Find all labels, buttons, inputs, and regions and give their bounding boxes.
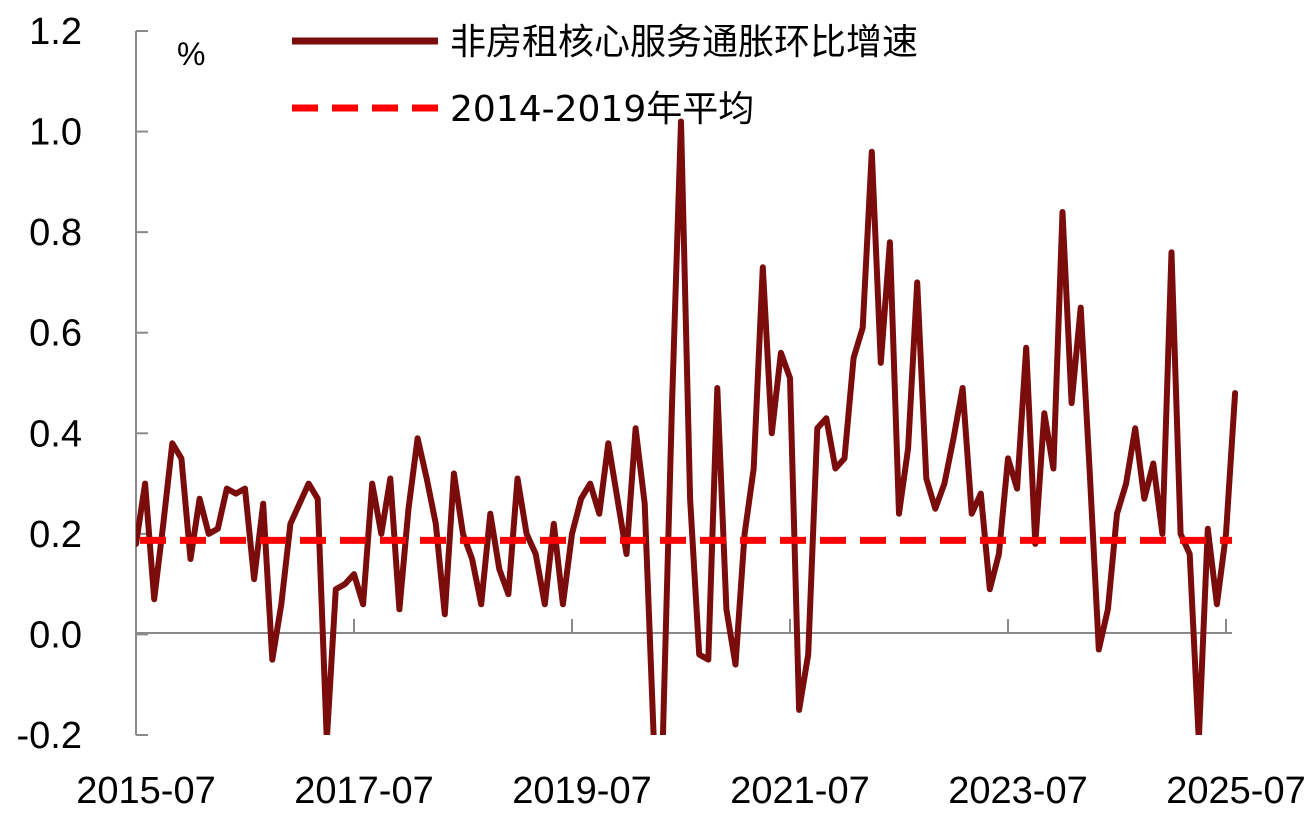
y-tick-label: 0.6 <box>29 313 82 355</box>
x-tick-label: 2017-07 <box>294 770 433 812</box>
x-tick-label: 2021-07 <box>730 770 869 812</box>
y-tick-label: 0.0 <box>29 614 82 656</box>
x-tick-label: 2025-07 <box>1166 770 1305 812</box>
series-line-core-services <box>136 118 1238 735</box>
x-tick-label: 2015-07 <box>76 770 215 812</box>
unit-label: % <box>177 36 205 72</box>
x-tick-label: 2019-07 <box>512 770 651 812</box>
x-tick-label: 2023-07 <box>948 770 1087 812</box>
x-ticks: 2015-07 2017-07 2019-07 2021-07 2023-07 2025-… <box>76 619 1305 812</box>
y-tick-label: 1.2 <box>29 11 82 53</box>
legend-label-average: 2014-2019年平均 <box>450 89 754 130</box>
series-layer <box>136 118 1238 735</box>
y-tick-label: 0.4 <box>29 413 82 455</box>
legend-label-main: 非房租核心服务通胀环比增速 <box>450 22 918 63</box>
y-tick-label: 1.0 <box>29 112 82 154</box>
y-tick-label: -0.2 <box>17 715 82 757</box>
y-tick-label: 0.8 <box>29 212 82 254</box>
y-ticks: -0.2 0.0 0.2 0.4 0.6 0.8 1.0 1.2 <box>17 11 148 757</box>
legend: 非房租核心服务通胀环比增速 2014-2019年平均 <box>292 22 918 130</box>
axes: -0.2 0.0 0.2 0.4 0.6 0.8 1.0 1.2 2015-07 2017-07… <box>17 11 1305 812</box>
y-tick-label: 0.2 <box>29 514 82 556</box>
